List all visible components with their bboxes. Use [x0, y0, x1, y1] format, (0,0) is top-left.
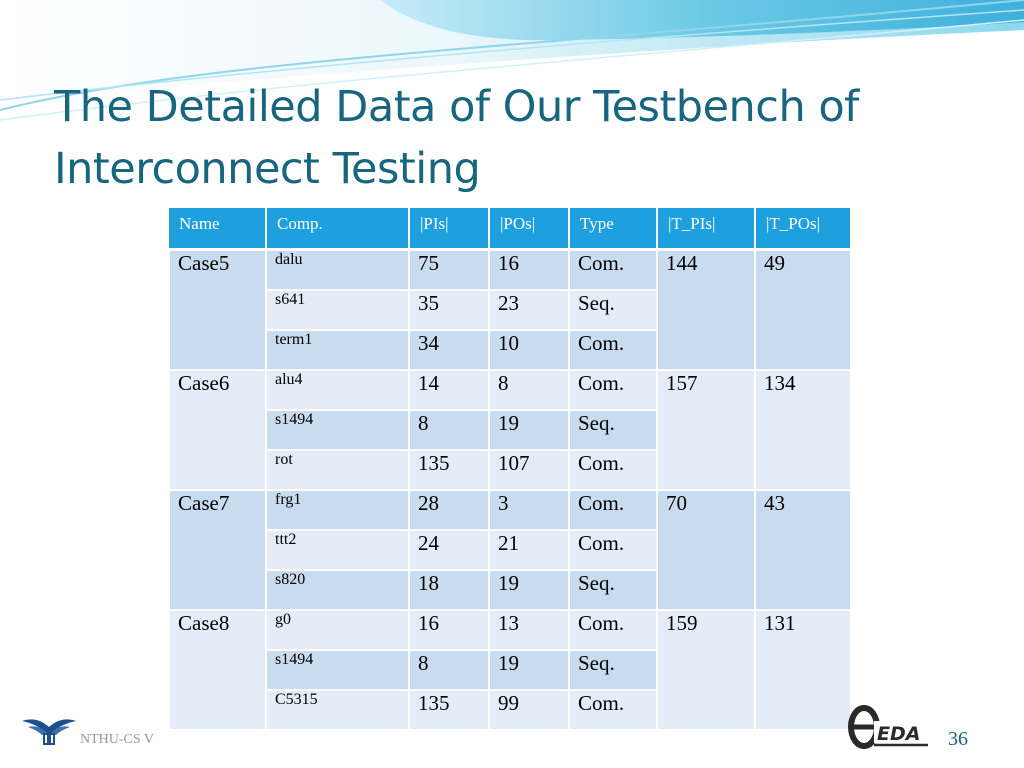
university-logo-icon: [22, 719, 76, 745]
pis-cell: 8: [408, 409, 490, 451]
comp-cell: s641: [265, 289, 410, 331]
t-pos-cell: 134: [754, 369, 852, 491]
column-header: |PIs|: [409, 208, 490, 251]
slide-title-line-2: Interconnect Testing: [54, 144, 481, 194]
eda-logo-icon: EDA: [848, 705, 928, 749]
pos-cell: 8: [488, 369, 570, 411]
t-pis-cell: 144: [656, 248, 756, 371]
page-number: 36: [948, 728, 968, 750]
pos-cell: 23: [488, 289, 570, 331]
t-pos-cell: 131: [754, 609, 852, 731]
case-name-cell: Case7: [168, 489, 267, 611]
pos-cell: 10: [488, 329, 570, 371]
table-header-row: Name Comp. |PIs| |POs| Type |T_PIs| |T_P…: [169, 208, 852, 251]
pos-cell: 99: [488, 689, 570, 731]
pis-cell: 34: [408, 329, 490, 371]
slide-title: The Detailed Data of Our Testbench of In…: [54, 76, 994, 200]
pis-cell: 28: [408, 489, 490, 531]
column-header: |T_PIs|: [657, 208, 756, 251]
case-name-cell: Case8: [168, 609, 267, 731]
t-pis-cell: 157: [656, 369, 756, 491]
table-row: Case6 alu4 14 8 Com. 157 134: [168, 369, 852, 491]
pos-cell: 19: [488, 409, 570, 451]
type-cell: Seq.: [568, 569, 658, 611]
t-pis-cell: 70: [656, 489, 756, 611]
footer-org-text: NTHU-CS V: [80, 732, 155, 747]
pis-cell: 14: [408, 369, 490, 411]
column-header: Type: [569, 208, 658, 251]
pos-cell: 19: [488, 569, 570, 611]
table-row: s1494 8 19 Seq.: [169, 649, 851, 691]
column-header: |T_POs|: [755, 208, 852, 251]
type-cell: Seq.: [568, 409, 658, 451]
pos-cell: 107: [488, 449, 570, 491]
comp-cell: s820: [265, 569, 410, 611]
table-row: Case7 frg1 28 3 Com. 70 43: [168, 489, 852, 611]
table-row: s1494 8 19 Seq.: [169, 409, 851, 451]
comp-cell: frg1: [265, 489, 410, 531]
table-row: Case8 g0 16 13 Com. 159 131: [168, 609, 852, 731]
table-row: term1 34 10 Com.: [169, 329, 851, 371]
type-cell: Com.: [568, 449, 658, 491]
pos-cell: 3: [488, 489, 570, 531]
type-cell: Com.: [568, 609, 658, 651]
pis-cell: 18: [408, 569, 490, 611]
pos-cell: 16: [488, 248, 570, 291]
comp-cell: ttt2: [265, 529, 410, 571]
comp-cell: s1494: [265, 649, 410, 691]
column-header: |POs|: [489, 208, 570, 251]
type-cell: Seq.: [568, 289, 658, 331]
type-cell: Com.: [568, 529, 658, 571]
type-cell: Com.: [568, 369, 658, 411]
pis-cell: 135: [408, 689, 490, 731]
t-pos-cell: 43: [754, 489, 852, 611]
table-row: Case5 dalu 75 16 Com. 144 49: [168, 248, 852, 371]
comp-cell: term1: [265, 329, 410, 371]
wave-decoration: [0, 0, 1024, 121]
t-pos-cell: 49: [754, 248, 852, 371]
testbench-table: Name Comp. |PIs| |POs| Type |T_PIs| |T_P…: [168, 208, 852, 731]
slide-title-line-1: The Detailed Data of Our Testbench of: [54, 82, 859, 132]
comp-cell: alu4: [265, 369, 410, 411]
pis-cell: 75: [408, 248, 490, 291]
case-name-cell: Case5: [168, 248, 267, 371]
eda-logo-text: EDA: [877, 723, 920, 745]
pis-cell: 135: [408, 449, 490, 491]
comp-cell: rot: [265, 449, 410, 491]
type-cell: Com.: [568, 329, 658, 371]
comp-cell: dalu: [265, 248, 410, 291]
type-cell: Seq.: [568, 649, 658, 691]
pis-cell: 8: [408, 649, 490, 691]
table-row: s820 18 19 Seq.: [169, 569, 851, 611]
case-name-cell: Case6: [168, 369, 267, 491]
pos-cell: 21: [488, 529, 570, 571]
pos-cell: 13: [488, 609, 570, 651]
column-header: Name: [169, 208, 267, 251]
table-row: ttt2 24 21 Com.: [169, 529, 851, 571]
type-cell: Com.: [568, 689, 658, 731]
type-cell: Com.: [568, 489, 658, 531]
comp-cell: g0: [265, 609, 410, 651]
table-row: C5315 135 99 Com.: [169, 689, 851, 731]
table-row: s641 35 23 Seq.: [169, 289, 851, 331]
t-pis-cell: 159: [656, 609, 756, 731]
comp-cell: s1494: [265, 409, 410, 451]
comp-cell: C5315: [265, 689, 410, 731]
pos-cell: 19: [488, 649, 570, 691]
pis-cell: 16: [408, 609, 490, 651]
pis-cell: 24: [408, 529, 490, 571]
column-header: Comp.: [266, 208, 410, 251]
table-row: rot 135 107 Com.: [169, 449, 851, 491]
type-cell: Com.: [568, 248, 658, 291]
pis-cell: 35: [408, 289, 490, 331]
